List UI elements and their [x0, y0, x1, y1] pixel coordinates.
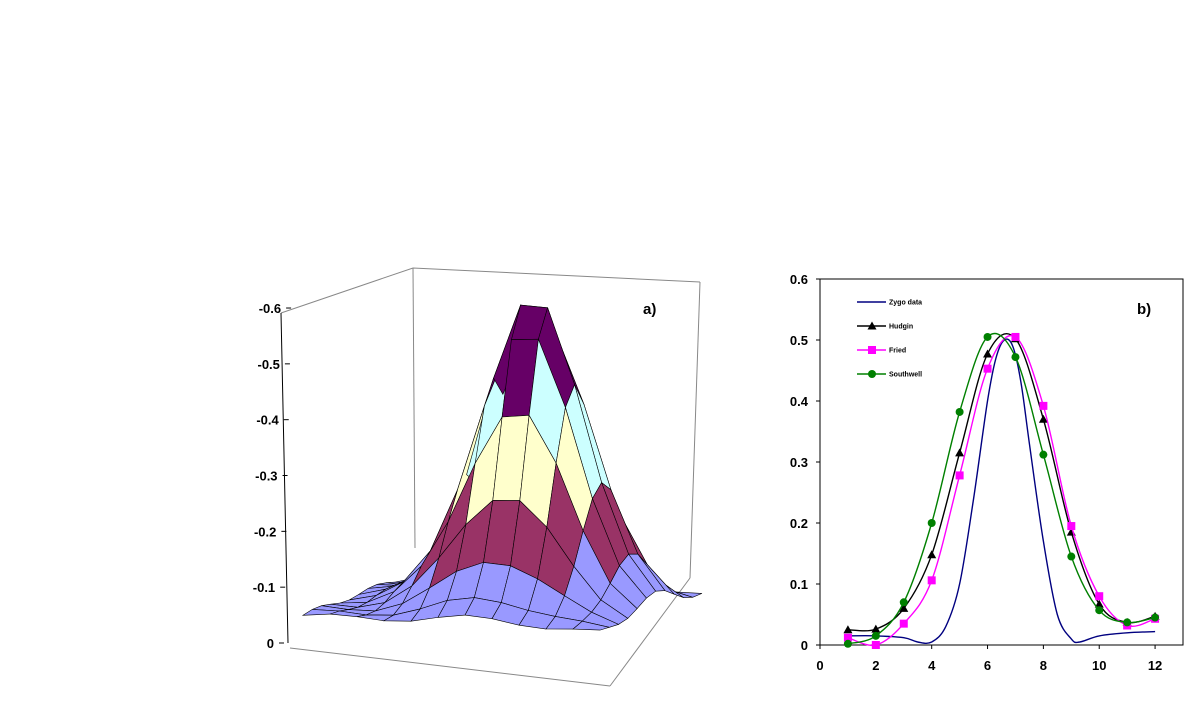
data-point [1011, 332, 1020, 341]
floor-front-edge [289, 647, 611, 687]
data-point [871, 631, 880, 640]
surface-plot-panel-a: -0.6 -0.5 -0.4 -0.3 -0.2 -0.1 0 a) [253, 267, 703, 687]
data-point [899, 598, 908, 607]
data-point [843, 639, 852, 648]
data-point [983, 364, 992, 373]
top-frame [280, 267, 701, 314]
legend-label: Fried [889, 348, 906, 355]
x-tick-label: 4 [928, 658, 936, 673]
data-point [955, 407, 964, 416]
z-tick-label: -0.1 [253, 580, 275, 595]
data-point [871, 641, 880, 649]
z-tick-label: -0.2 [254, 524, 276, 539]
data-point [955, 471, 964, 480]
series-southwell: Southwell [843, 332, 1160, 648]
legend-label: Hudgin [889, 324, 913, 331]
data-point [1039, 450, 1048, 459]
floor-right-edge [609, 577, 691, 687]
panel-label-b: b) [1137, 301, 1151, 318]
y-tick-label: 0 [801, 638, 808, 653]
plot-area-frame [819, 278, 1184, 646]
data-point [1151, 613, 1160, 622]
x-tick-label: 0 [816, 658, 823, 673]
data-point [983, 332, 992, 341]
z-axis-line [280, 312, 289, 644]
surface-cell [572, 620, 611, 631]
x-tick-label: 2 [872, 658, 879, 673]
z-tick-label: -0.5 [258, 357, 280, 372]
x-tick-label: 10 [1092, 658, 1106, 673]
z-tick-label: -0.3 [255, 469, 277, 484]
panel-label-a: a) [643, 301, 656, 318]
data-point [1123, 618, 1132, 627]
data-point [927, 519, 936, 527]
series-hudgin: Hudgin [843, 321, 1160, 634]
data-point [1067, 552, 1076, 561]
x-tick-label: 6 [984, 658, 991, 673]
y-tick-label: 0.5 [790, 333, 808, 348]
x-tick-label: 12 [1148, 658, 1162, 673]
data-point [1039, 401, 1048, 410]
data-point [1094, 599, 1104, 608]
z-tick-label: 0 [267, 636, 274, 651]
series-fried: Fried [843, 332, 1160, 649]
legend-label: Zygo data [889, 300, 922, 307]
line-plot-panel-b: 0 0.1 0.2 0.3 0.4 0.5 0.6 0 2 4 6 8 10 12 b) Zygo data H… [790, 272, 1184, 673]
series-zygo-data: Zygo data [847, 300, 1156, 644]
data-point [1011, 353, 1020, 362]
legend-swatch-marker [868, 346, 876, 354]
legend-swatch-marker [868, 370, 876, 378]
data-point [1095, 606, 1104, 615]
data-point [983, 349, 993, 358]
y-tick-label: 0.6 [790, 272, 808, 287]
back-edge-vertical [412, 267, 416, 549]
z-tick-label: -0.4 [256, 413, 279, 428]
data-point [927, 550, 937, 559]
y-tick-label: 0.4 [790, 394, 809, 409]
series-line [847, 338, 1156, 644]
series-line [847, 334, 1156, 647]
legend-label: Southwell [889, 372, 922, 379]
y-tick-label: 0.2 [790, 516, 808, 531]
right-frame-edge [689, 281, 701, 579]
y-tick-label: 0.1 [790, 577, 808, 592]
data-point [927, 576, 936, 585]
data-point [899, 603, 909, 612]
x-tick-label: 8 [1040, 658, 1047, 673]
y-tick-label: 0.3 [790, 455, 808, 470]
data-point [843, 625, 853, 634]
data-point [843, 633, 852, 642]
series-line [847, 332, 1156, 645]
data-point [1067, 522, 1076, 531]
z-tick-label: -0.6 [259, 301, 281, 316]
legend-swatch-marker [867, 321, 877, 330]
data-point [955, 448, 965, 457]
data-point [871, 624, 881, 633]
data-point [1038, 414, 1048, 423]
data-point [899, 619, 908, 628]
data-point [1095, 592, 1104, 601]
